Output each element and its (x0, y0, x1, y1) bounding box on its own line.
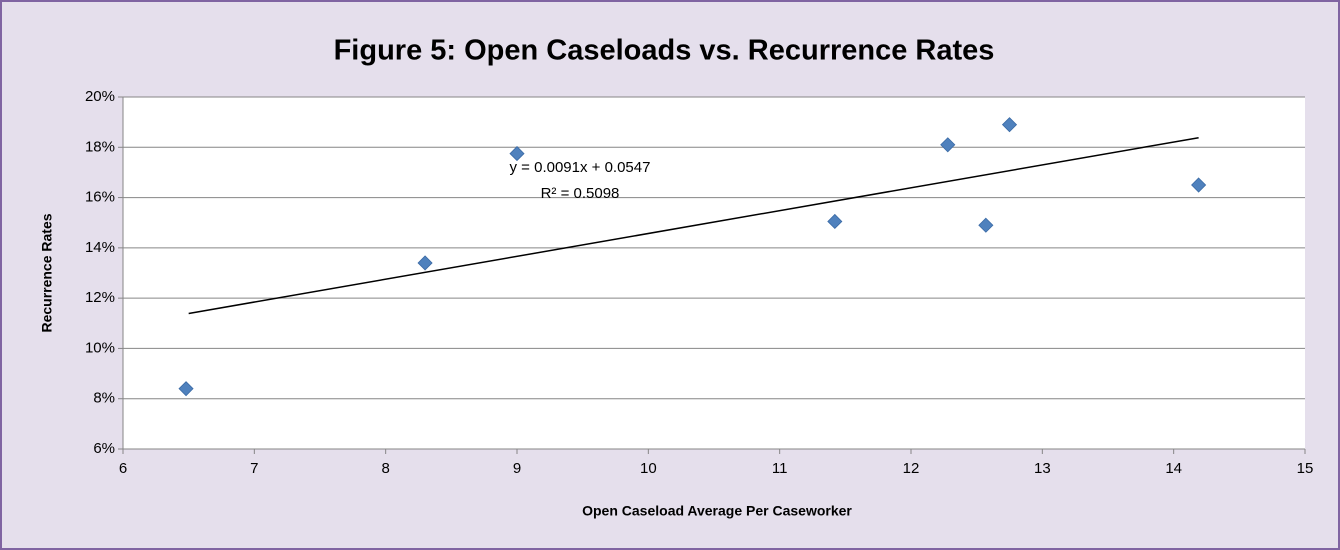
data-point (417, 255, 433, 271)
chart-title: Figure 5: Open Caseloads vs. Recurrence … (334, 35, 995, 67)
data-point (1191, 177, 1207, 193)
y-tick-label: 12% (85, 289, 115, 306)
x-tick-label: 6 (119, 460, 127, 477)
x-tick-label: 7 (250, 460, 258, 477)
data-point (940, 137, 956, 153)
plot-area (123, 97, 1305, 449)
x-tick-label: 8 (381, 460, 389, 477)
x-tick-label: 15 (1297, 460, 1314, 477)
x-axis-title: Open Caseload Average Per Caseworker (582, 503, 852, 519)
y-tick-label: 10% (85, 339, 115, 356)
trendline (188, 136, 1199, 315)
y-tick-label: 18% (85, 138, 115, 155)
data-point (509, 146, 525, 162)
x-tick-label: 10 (640, 460, 657, 477)
x-tick-label: 12 (903, 460, 920, 477)
y-axis-title: Recurrence Rates (39, 213, 55, 332)
trendline-equation: y = 0.0091x + 0.0547 (510, 159, 651, 176)
data-point (178, 381, 194, 397)
x-tick-label: 13 (1034, 460, 1051, 477)
x-tick-label: 14 (1165, 460, 1182, 477)
r-squared: R² = 0.5098 (541, 185, 620, 202)
x-tick-label: 9 (513, 460, 521, 477)
data-point (978, 217, 994, 233)
data-point (827, 213, 843, 230)
y-tick-label: 16% (85, 189, 115, 206)
y-tick-label: 6% (93, 440, 115, 457)
y-tick-label: 20% (85, 88, 115, 105)
x-tick-label: 11 (772, 460, 788, 477)
y-tick-label: 14% (85, 239, 115, 256)
y-tick-label: 8% (93, 390, 115, 407)
data-point (1001, 117, 1018, 133)
